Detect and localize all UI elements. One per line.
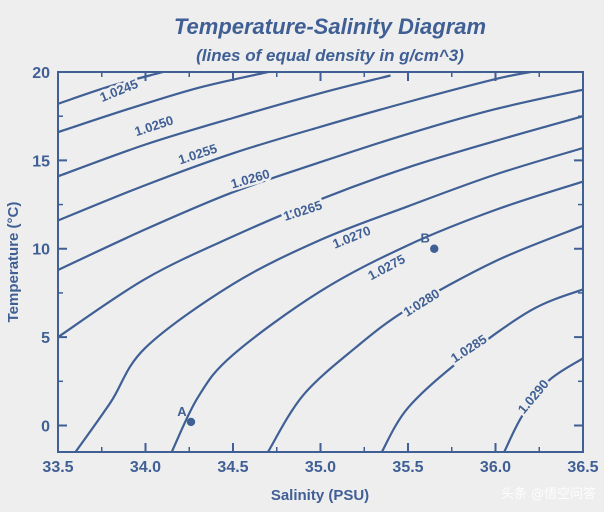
watermark-text: 头条 @悟空问答 [500,487,596,502]
axis-ticks: 33.5 34.0 34.5 35.0 35.5 36.0 36.5 0 5 10 15 20 [32,65,598,476]
contour-label-1.0280: 1.0280 [401,286,443,320]
contour-line-1.0285 [267,224,583,452]
contour-line-1.0295 [503,357,583,452]
contour-label-1.0260: 1.0260 [229,166,271,191]
density-contours [58,72,583,452]
contour-label-1.0265: 1.0265 [281,197,323,224]
contour-line-1.0290 [380,288,583,452]
y-axis-label: Temperature (°C) [5,202,22,323]
contour-label-1.0250: 1.0250 [133,113,175,140]
contour-line-1.0275 [74,146,583,452]
contour-line-1.0260 [58,72,531,222]
x-tick-label: 34.5 [217,459,248,476]
x-tick-label: 36.5 [567,459,598,476]
y-tick-label: 10 [32,242,50,259]
point-A [186,417,196,427]
contour-label-1.0245: 1.0245 [98,76,140,105]
contour-line-1.0245 [58,72,164,105]
point-label-A: A [177,404,187,419]
y-tick-label: 15 [32,153,50,170]
y-tick-label: 5 [41,330,50,347]
contour-line-1.0255 [58,74,391,178]
point-label-B: B [421,231,430,246]
contour-label-1.0255: 1.0255 [176,141,218,168]
contour-line-1.0270 [58,115,583,339]
x-tick-label: 35.5 [392,459,423,476]
contour-line-1.0265 [58,88,583,271]
contour-labels: 1.02451.02501.02551.02601.02651.02701.02… [95,74,554,420]
point-B [430,244,439,253]
chart-subtitle: (lines of equal density in g/cm^3) [196,46,464,65]
x-tick-label: 35.0 [305,459,336,476]
contour-label-1.0285: 1.0285 [448,331,490,365]
y-tick-label: 0 [41,418,50,435]
x-tick-label: 34.0 [130,459,161,476]
contour-line-1.0280 [170,180,583,452]
y-tick-label: 20 [32,65,50,82]
chart-title: Temperature-Salinity Diagram [174,14,486,39]
x-tick-label: 36.0 [480,459,511,476]
contour-line-1.0250 [58,72,269,134]
contour-label-1.0290: 1.0290 [515,376,552,416]
x-axis-label: Salinity (PSU) [271,487,369,504]
x-tick-label: 33.5 [42,459,73,476]
point-markers: AB [177,231,439,427]
